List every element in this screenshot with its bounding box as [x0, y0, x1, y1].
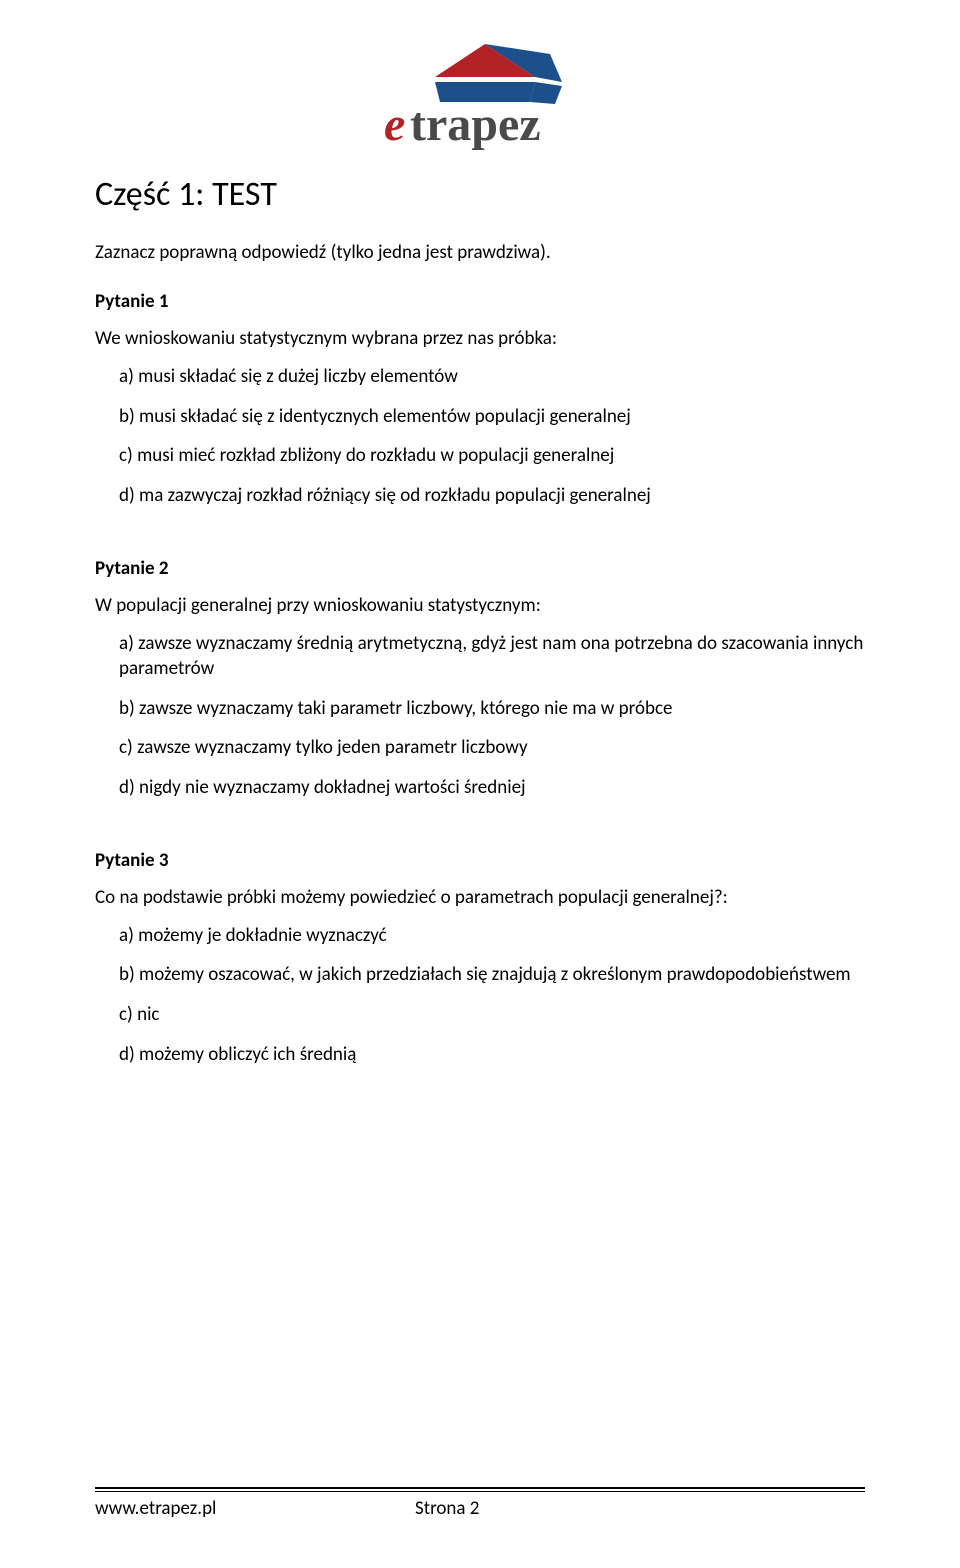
option-item: a) musi składać się z dużej liczby eleme…: [119, 364, 865, 390]
question-heading: Pytanie 2: [95, 557, 865, 580]
question-heading: Pytanie 3: [95, 849, 865, 872]
option-item: b) musi składać się z identycznych eleme…: [119, 404, 865, 430]
option-item: b) zawsze wyznaczamy taki parametr liczb…: [119, 696, 865, 722]
question-block: Pytanie 2 W populacji generalnej przy wn…: [95, 557, 865, 801]
footer-page-number: Strona 2: [415, 1497, 479, 1520]
option-item: d) możemy obliczyć ich średnią: [119, 1042, 865, 1068]
footer-rule: [95, 1487, 865, 1493]
instruction-text: Zaznacz poprawną odpowiedź (tylko jedna …: [95, 241, 865, 264]
options-list: a) zawsze wyznaczamy średnią arytmetyczn…: [95, 631, 865, 801]
question-heading: Pytanie 1: [95, 290, 865, 313]
document-page: e trapez Część 1: TEST Zaznacz poprawną …: [0, 0, 960, 1568]
options-list: a) możemy je dokładnie wyznaczyć b) może…: [95, 923, 865, 1068]
footer-row: www.etrapez.pl Strona 2: [95, 1497, 865, 1520]
question-stem: We wnioskowaniu statystycznym wybrana pr…: [95, 327, 865, 350]
question-stem: W populacji generalnej przy wnioskowaniu…: [95, 594, 865, 617]
option-item: c) musi mieć rozkład zbliżony do rozkład…: [119, 443, 865, 469]
option-item: d) ma zazwyczaj rozkład różniący się od …: [119, 483, 865, 509]
option-item: b) możemy oszacować, w jakich przedziała…: [119, 962, 865, 988]
svg-text:trapez: trapez: [410, 98, 541, 151]
option-item: d) nigdy nie wyznaczamy dokładnej wartoś…: [119, 775, 865, 801]
option-item: a) zawsze wyznaczamy średnią arytmetyczn…: [119, 631, 865, 682]
option-item: c) zawsze wyznaczamy tylko jeden paramet…: [119, 735, 865, 761]
question-block: Pytanie 1 We wnioskowaniu statystycznym …: [95, 290, 865, 509]
logo-container: e trapez: [95, 32, 865, 152]
option-item: a) możemy je dokładnie wyznaczyć: [119, 923, 865, 949]
svg-text:e: e: [384, 98, 405, 151]
footer-site-url: www.etrapez.pl: [95, 1497, 415, 1520]
question-stem: Co na podstawie próbki możemy powiedzieć…: [95, 886, 865, 909]
options-list: a) musi składać się z dużej liczby eleme…: [95, 364, 865, 509]
option-item: c) nic: [119, 1002, 865, 1028]
question-block: Pytanie 3 Co na podstawie próbki możemy …: [95, 849, 865, 1068]
page-footer: www.etrapez.pl Strona 2: [95, 1487, 865, 1520]
section-title: Część 1: TEST: [95, 174, 865, 215]
etrapez-logo: e trapez: [330, 32, 630, 152]
